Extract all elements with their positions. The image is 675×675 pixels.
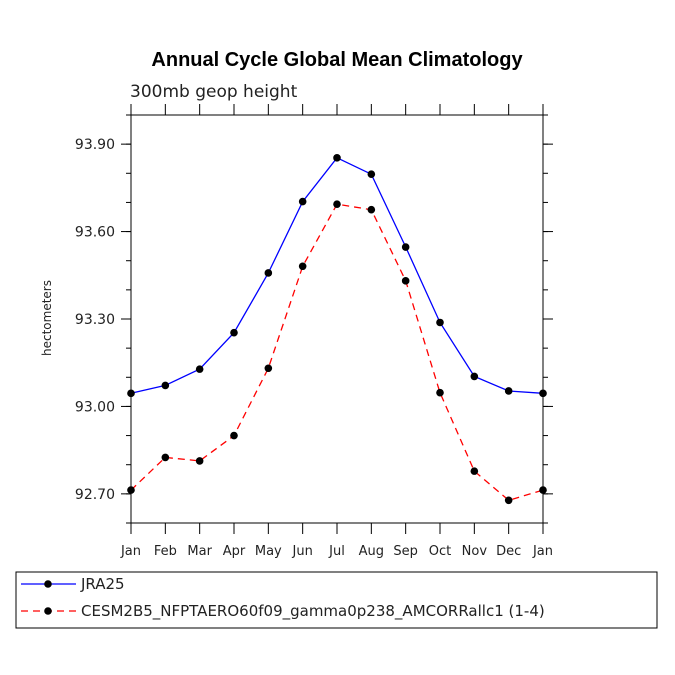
data-point bbox=[539, 486, 547, 494]
x-tick-label: Nov bbox=[462, 544, 488, 559]
data-point bbox=[195, 457, 204, 465]
legend-box bbox=[15, 571, 658, 629]
series-line-1 bbox=[130, 203, 544, 502]
x-tick-label: Jan bbox=[120, 544, 141, 559]
data-point bbox=[401, 243, 410, 251]
x-tick-label: Feb bbox=[154, 544, 177, 559]
data-point bbox=[127, 486, 135, 494]
data-point bbox=[333, 154, 341, 162]
data-point bbox=[504, 496, 513, 505]
data-point bbox=[470, 467, 479, 475]
data-point bbox=[436, 388, 444, 397]
data-point bbox=[161, 381, 170, 390]
x-tick-label: May bbox=[255, 544, 282, 559]
y-tick-label: 93.90 bbox=[75, 137, 115, 153]
y-tick-label: 93.00 bbox=[75, 399, 115, 415]
data-point bbox=[470, 372, 479, 381]
x-tick-label: Apr bbox=[223, 544, 246, 559]
data-point bbox=[367, 205, 376, 214]
y-axis: 92.70 93.00 93.30 93.60 93.90 bbox=[75, 114, 553, 524]
plot-frame bbox=[130, 114, 544, 524]
data-point bbox=[230, 431, 238, 440]
legend-marker-cesm bbox=[44, 607, 52, 615]
data-point bbox=[298, 262, 307, 271]
legend-marker-jra25 bbox=[44, 580, 52, 588]
data-point bbox=[367, 170, 376, 178]
x-tick-label: Jul bbox=[328, 544, 345, 559]
chart-title: Annual Cycle Global Mean Climatology bbox=[151, 49, 523, 71]
data-point bbox=[127, 389, 135, 398]
data-point bbox=[539, 389, 547, 398]
chart-subtitle: 300mb geop height bbox=[130, 82, 298, 102]
x-axis: Jan Feb Mar Apr May Jun Jul Aug Sep Oct Nov Dec Jan bbox=[120, 104, 553, 559]
x-tick-label: Oct bbox=[429, 544, 451, 559]
data-point bbox=[230, 328, 238, 337]
series-line-0 bbox=[130, 156, 544, 394]
x-tick-label: Mar bbox=[187, 544, 212, 559]
y-tick-label: 93.30 bbox=[75, 312, 115, 328]
x-tick-label: Aug bbox=[359, 544, 384, 559]
data-point bbox=[161, 453, 170, 462]
data-point bbox=[195, 365, 204, 373]
y-tick-label: 93.60 bbox=[75, 225, 115, 241]
data-point bbox=[401, 277, 410, 285]
data-point bbox=[333, 200, 341, 208]
series-layer bbox=[127, 154, 547, 505]
x-tick-label: Sep bbox=[393, 544, 418, 559]
legend: JRA25 CESM2B5_NFPTAERO60f09_gamma0p238_A… bbox=[15, 571, 658, 629]
y-tick-label: 92.70 bbox=[75, 487, 115, 503]
legend-label-jra25: JRA25 bbox=[80, 575, 125, 593]
legend-label-cesm: CESM2B5_NFPTAERO60f09_gamma0p238_AMCORRa… bbox=[81, 602, 545, 621]
x-tick-label: Jun bbox=[292, 544, 313, 559]
x-tick-label: Dec bbox=[496, 544, 521, 559]
data-point bbox=[504, 387, 513, 395]
y-axis-label: hectometers bbox=[40, 280, 54, 356]
data-point bbox=[298, 197, 307, 206]
data-point bbox=[264, 269, 273, 277]
data-point bbox=[436, 318, 444, 327]
data-point bbox=[264, 364, 273, 373]
x-tick-label: Jan bbox=[532, 544, 553, 559]
